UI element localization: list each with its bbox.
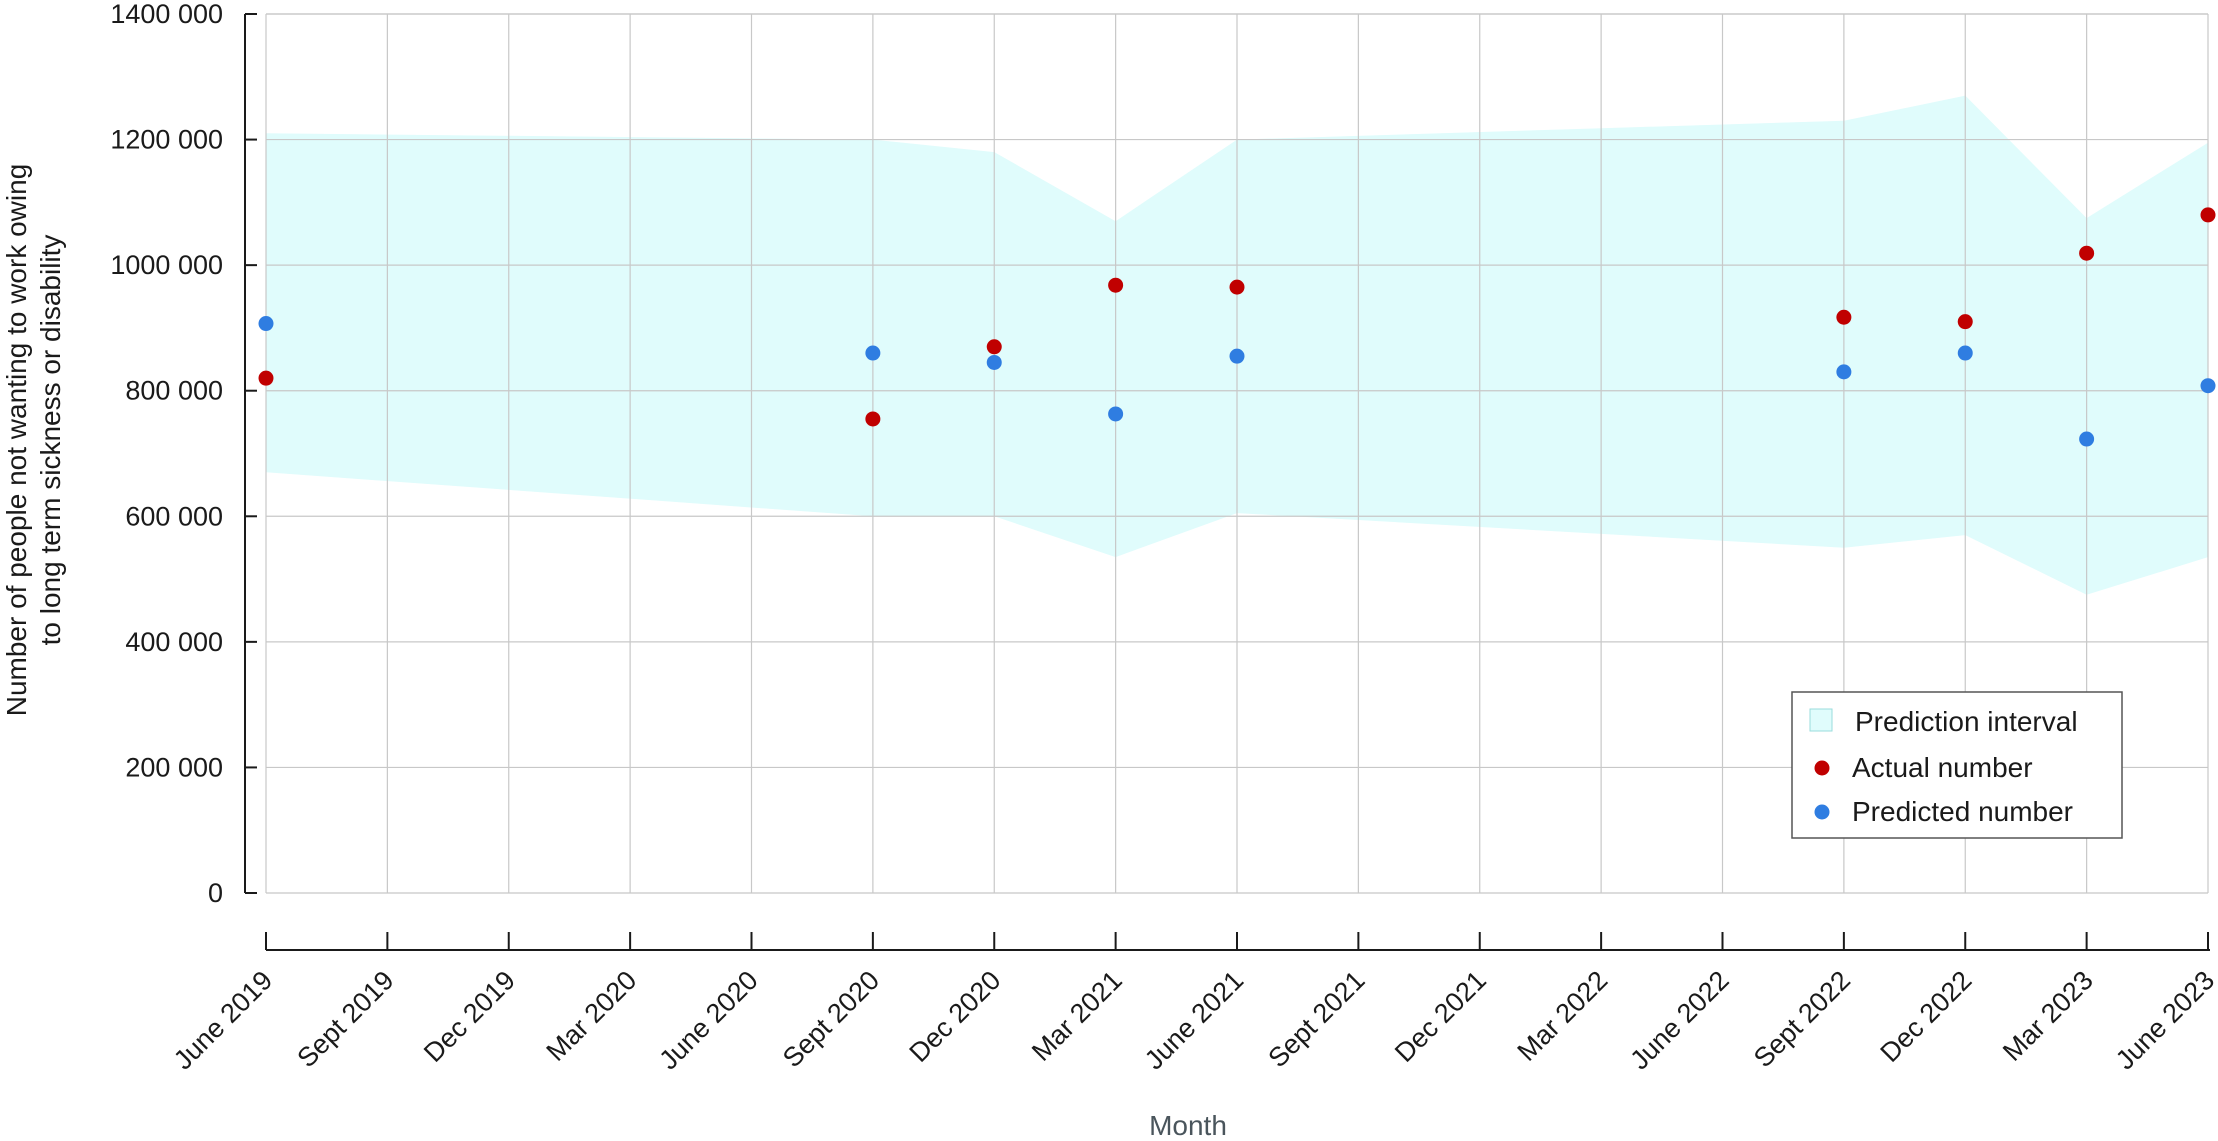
x-tick-label: Mar 2020 [540,965,642,1067]
y-axis-title-line: to long term sickness or disability [35,235,66,646]
y-tick-label: 1400 000 [110,0,223,29]
x-tick-label: June 2021 [1139,965,1249,1075]
actual-number-point [986,339,1002,355]
x-tick-label: June 2022 [1624,965,1734,1075]
actual-number-point [1108,277,1124,293]
x-tick-label: Mar 2021 [1026,965,1128,1067]
y-tick-label: 600 000 [125,501,223,531]
x-tick-label: Sept 2021 [1262,965,1370,1073]
x-tick-label: Sept 2022 [1748,965,1856,1073]
predicted-number-point [2079,431,2095,447]
y-tick-label: 800 000 [125,376,223,406]
y-tick-label: 400 000 [125,627,223,657]
x-tick-label: June 2023 [2110,965,2218,1075]
predicted-number-point [865,345,881,361]
x-tick-label: Dec 2019 [418,965,521,1068]
x-axis-title: Month [1149,1110,1227,1141]
y-axis-title-line: Number of people not wanting to work owi… [1,164,32,717]
actual-number-point [1957,314,1973,330]
x-tick-label: June 2019 [168,965,278,1075]
predicted-number-point [258,316,274,332]
y-tick-label: 1000 000 [110,250,223,280]
point-layer [258,207,2216,447]
x-tick-label: Dec 2020 [904,965,1007,1068]
legend-marker-predicted [1814,804,1830,820]
x-tick-label: Sept 2019 [291,965,399,1073]
predicted-number-point [986,354,1002,370]
x-tick-label: Mar 2022 [1511,965,1613,1067]
legend-box [1791,691,2123,839]
y-axis-title: Number of people not wanting to work owi… [1,164,66,717]
actual-number-point [2200,207,2216,223]
x-tick-label: Mar 2023 [1997,965,2099,1067]
actual-number-point [2079,245,2095,261]
actual-number-point [1229,279,1245,295]
legend-label-prediction-interval: Prediction interval [1855,706,2078,737]
y-tick-label: 200 000 [125,752,223,782]
legend-marker-actual [1814,760,1830,776]
x-tick-label: Sept 2020 [777,965,885,1073]
legend-label-actual: Actual number [1852,752,2033,783]
x-tick-label: Dec 2022 [1875,965,1978,1068]
y-tick-label: 1200 000 [110,125,223,155]
legend-swatch-prediction-interval [1809,708,1833,732]
actual-number-point [258,370,274,386]
predicted-number-point [1108,406,1124,422]
predicted-number-point [1836,364,1852,380]
x-tick-label: June 2020 [653,965,763,1075]
legend-label-predicted: Predicted number [1852,796,2073,827]
y-tick-label: 0 [208,878,223,908]
actual-number-point [865,411,881,427]
x-tick-label: Dec 2021 [1389,965,1492,1068]
predicted-number-point [1229,348,1245,364]
predicted-number-point [1957,345,1973,361]
legend: Prediction interval Actual number Predicte… [1791,691,2123,839]
actual-number-point [1836,309,1852,325]
predicted-number-point [2200,378,2216,394]
